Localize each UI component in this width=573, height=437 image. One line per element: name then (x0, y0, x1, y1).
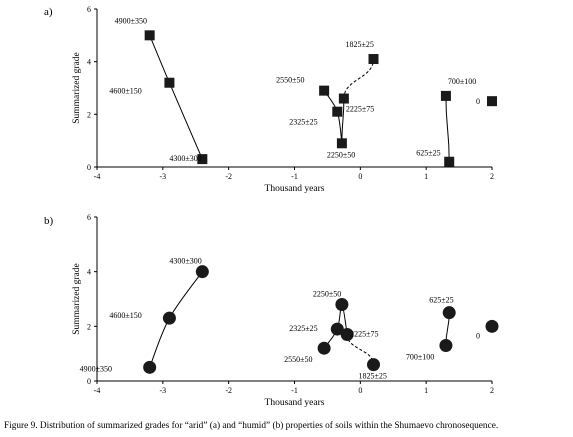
data-point-square (197, 154, 208, 165)
x-tick-label: -4 (94, 172, 101, 181)
data-label: 2250±50 (327, 150, 355, 159)
data-point-circle (162, 311, 176, 325)
y-tick-label: 6 (87, 213, 91, 222)
data-point-circle (195, 265, 209, 279)
data-label: 625±25 (429, 296, 453, 305)
data-point-circle (143, 360, 157, 374)
data-label: 2550±50 (276, 76, 304, 85)
data-label: 2225±75 (350, 330, 378, 339)
data-label: 4900±350 (80, 364, 112, 373)
data-point-square (440, 90, 451, 101)
data-label: 4300±300 (169, 154, 201, 163)
data-point-square (332, 106, 343, 117)
data-label: 4900±350 (115, 16, 147, 25)
data-point-circle (335, 297, 349, 311)
figure-caption: Figure 9. Distribution of summarized gra… (4, 421, 499, 431)
data-label: 4600±150 (109, 311, 141, 320)
data-point-square (368, 54, 379, 65)
data-point-square (164, 77, 175, 88)
data-point-circle (340, 328, 354, 342)
data-point-circle (439, 338, 453, 352)
solid-connector (341, 98, 345, 144)
data-label: 4600±150 (109, 87, 141, 96)
y-tick-label: 4 (87, 268, 91, 277)
data-label: 2225±75 (346, 105, 374, 114)
x-axis-title: Thousand years (265, 184, 325, 194)
y-tick-label: 6 (87, 5, 91, 14)
x-tick-label: 1 (424, 172, 428, 181)
x-tick-label: 2 (490, 172, 494, 181)
dashed-connector (346, 334, 374, 365)
x-tick-label: -1 (291, 172, 298, 181)
data-label: 700±100 (448, 77, 476, 86)
data-point-square (487, 96, 497, 107)
data-label: 2325±25 (289, 324, 317, 333)
y-tick-label: 2 (87, 322, 91, 331)
data-point-square (319, 85, 330, 96)
panel-a: a) -4 -3 -2 -1 0 1 2 0 2 4 6 Thousand years Summarize… (44, 5, 497, 194)
data-point-circle (367, 358, 380, 372)
x-tick-label: -3 (159, 172, 166, 181)
data-label: 1825±25 (346, 40, 374, 49)
data-point-square (444, 156, 455, 167)
data-point-circle (485, 319, 499, 333)
solid-connector (323, 303, 348, 349)
data-point-square (144, 30, 155, 41)
solid-connector (149, 35, 203, 160)
data-point-circle (330, 322, 344, 336)
x-tick-label: -3 (159, 386, 166, 395)
x-tick-label: -4 (94, 386, 101, 395)
data-label: 2250±50 (313, 289, 341, 298)
y-tick-label: 0 (87, 377, 91, 386)
data-label: 0 (476, 331, 480, 340)
panel-label: b) (44, 215, 54, 227)
solid-connector (149, 271, 203, 368)
data-label: 0 (476, 97, 480, 106)
panel-label: a) (44, 6, 53, 18)
x-tick-label: -2 (225, 386, 232, 395)
x-tick-label: 2 (490, 386, 494, 395)
solid-connector (445, 95, 450, 162)
x-tick-label: -2 (225, 172, 232, 181)
data-label: 4300±300 (169, 257, 201, 266)
data-label: 700±100 (406, 352, 434, 361)
x-tick-label: -1 (291, 386, 298, 395)
data-point-circle (442, 306, 456, 320)
panel-b: b) -4 -3 -2 -1 0 1 2 0 2 4 6 Thousand years Summarize… (44, 213, 499, 408)
y-tick-label: 0 (87, 163, 91, 172)
data-point-square (338, 93, 349, 104)
data-label: 2325±25 (289, 118, 317, 127)
dashed-connector (343, 59, 374, 99)
data-point-square (336, 138, 347, 149)
y-tick-label: 4 (87, 58, 91, 67)
x-tick-label: 0 (358, 172, 362, 181)
data-label: 2550±50 (284, 355, 312, 364)
x-tick-label: 1 (424, 386, 428, 395)
data-label: 625±25 (416, 149, 440, 158)
x-axis-title: Thousand years (265, 398, 325, 408)
x-tick-label: 0 (358, 386, 362, 395)
y-tick-label: 2 (87, 110, 91, 119)
y-axis-title: Summarized grade (72, 52, 82, 124)
data-label: 1825±25 (359, 372, 387, 381)
data-point-circle (317, 341, 331, 355)
y-axis-title: Summarized grade (72, 263, 82, 335)
